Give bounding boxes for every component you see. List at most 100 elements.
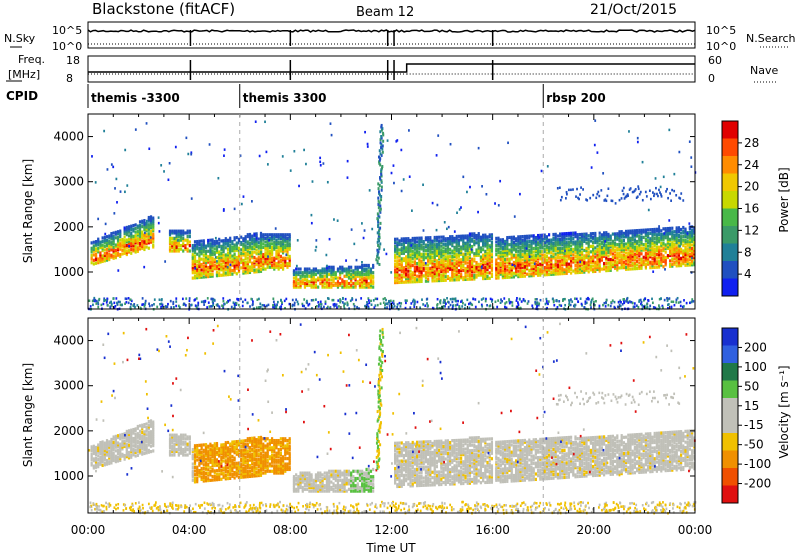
range-cell [550, 260, 553, 264]
range-cell [580, 270, 584, 274]
range-cell [466, 266, 469, 271]
range-cell [175, 231, 178, 235]
range-cell [274, 227, 277, 230]
range-cell [147, 233, 150, 238]
range-cell [273, 265, 276, 269]
range-cell [211, 258, 214, 262]
range-cell [644, 257, 647, 261]
range-cell [611, 241, 614, 245]
range-cell [352, 274, 355, 278]
range-cell [605, 252, 608, 256]
range-cell [147, 235, 150, 239]
range-cell [638, 265, 641, 269]
range-cell [398, 262, 401, 266]
range-cell [198, 259, 201, 263]
range-cell [116, 251, 120, 256]
range-cell [429, 261, 432, 265]
range-cell [525, 249, 529, 253]
range-cell [345, 281, 348, 286]
range-cell [444, 258, 447, 263]
range-cell [471, 263, 474, 267]
range-cell [587, 296, 589, 300]
range-cell [686, 243, 689, 247]
range-cell [424, 279, 428, 283]
range-cell [501, 248, 504, 253]
range-cell [618, 246, 621, 250]
range-cell [223, 154, 225, 157]
range-cell [458, 208, 461, 211]
range-cell [666, 255, 669, 260]
range-cell [677, 262, 680, 266]
range-cell [211, 242, 214, 246]
range-cell [167, 302, 169, 306]
range-cell [143, 246, 146, 250]
range-cell [273, 303, 276, 306]
range-cell [222, 300, 225, 303]
range-cell [240, 251, 243, 256]
range-cell [278, 306, 281, 309]
range-cell [94, 256, 98, 260]
range-cell [503, 254, 507, 258]
range-cell [124, 148, 127, 152]
range-cell [688, 243, 691, 247]
range-cell [364, 130, 366, 134]
range-cell [589, 261, 592, 265]
range-cell [515, 299, 518, 302]
range-cell [468, 232, 472, 236]
range-cell [378, 158, 381, 162]
range-cell [471, 266, 474, 270]
range-cell [409, 260, 412, 264]
range-cell [620, 240, 623, 245]
range-cell [112, 254, 115, 259]
range-cell [266, 260, 269, 264]
range-cell [235, 255, 238, 260]
range-cell [196, 267, 199, 271]
range-cell [466, 277, 469, 281]
range-cell [365, 281, 368, 286]
range-cell [600, 242, 603, 246]
range-cell [411, 256, 414, 260]
range-cell [544, 302, 547, 306]
range-cell [394, 275, 397, 279]
range-cell [442, 251, 445, 255]
range-cell [307, 304, 310, 307]
range-cell [381, 165, 384, 169]
range-cell [460, 252, 463, 256]
range-cell [382, 131, 385, 135]
range-cell [649, 266, 652, 270]
range-cell [226, 269, 230, 273]
range-cell [655, 234, 658, 239]
range-cell [583, 236, 586, 240]
range-cell [616, 246, 619, 250]
range-cell [332, 267, 335, 271]
range-cell [675, 233, 678, 237]
range-cell [693, 254, 696, 258]
range-cell [688, 256, 691, 260]
range-cell [398, 280, 401, 285]
range-cell [312, 280, 315, 284]
range-cell [605, 245, 608, 249]
range-cell [682, 229, 685, 233]
range-cell [438, 235, 441, 239]
range-cell [226, 238, 230, 242]
range-cell [675, 238, 678, 243]
range-cell [613, 261, 617, 265]
range-cell [115, 177, 118, 181]
range-cell [392, 302, 395, 306]
range-cell [525, 243, 529, 247]
range-cell [457, 252, 461, 257]
range-cell [222, 273, 225, 277]
range-cell [585, 266, 588, 270]
range-cell [306, 278, 309, 282]
range-cell [478, 300, 480, 304]
range-cell [233, 243, 236, 247]
range-cell [585, 241, 588, 245]
range-cell [543, 233, 546, 237]
range-cell [464, 275, 467, 280]
range-cell [411, 300, 414, 303]
range-cell [429, 254, 432, 258]
range-cell [585, 301, 588, 305]
range-cell [530, 247, 533, 251]
range-cell [627, 242, 630, 246]
range-cell [325, 283, 329, 287]
